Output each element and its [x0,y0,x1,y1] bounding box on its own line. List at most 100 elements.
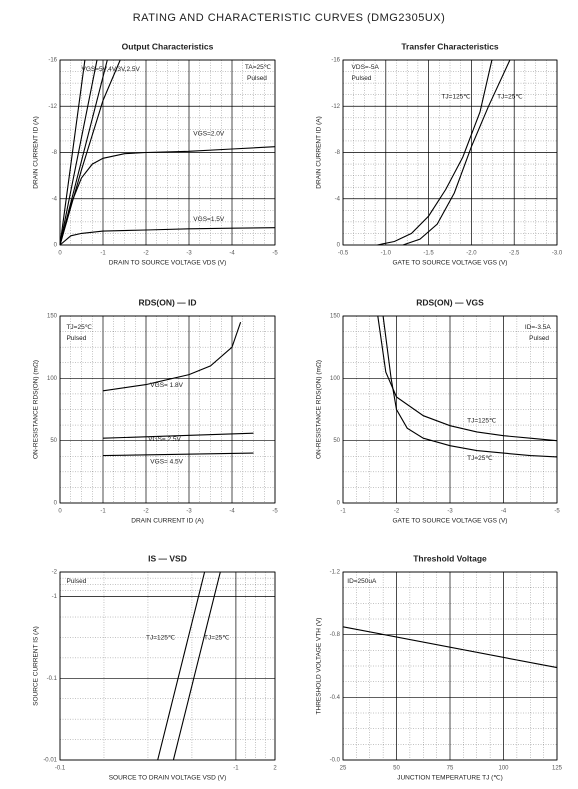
curve [59,227,276,246]
x-tick-label: -1.0 [381,251,392,257]
x-axis-label: DRAIN CURRENT ID (A) [131,518,203,525]
x-tick-label: -1 [233,766,239,772]
page-title: RATING AND CHARACTERISTIC CURVES (DMG230… [133,12,446,24]
x-tick-label: -5 [554,509,560,515]
x-tick-label: -2.0 [466,251,477,257]
x-axis-label: SOURCE TO DRAIN VOLTAGE VSD (V) [109,775,227,782]
x-tick-label: -5 [272,509,278,515]
annotation: Pulsed [529,335,549,342]
plot-frame [342,59,558,246]
x-tick-label: -0.1 [55,766,66,772]
chart-title: RDS(ON) — VGS [416,297,484,307]
y-tick-label: -1.2 [330,570,341,576]
curve [59,146,276,246]
y-tick-label: 0 [337,501,341,507]
x-tick-label: -1.5 [423,251,434,257]
x-tick-label: -2 [394,509,400,515]
y-tick-label: -2 [52,570,58,576]
chart-title: IS — VSD [148,553,187,563]
y-axis-label: DRAIN CURRENT ID (A) [316,116,323,188]
x-tick-label: 125 [552,766,563,772]
y-tick-label: -8 [335,150,341,156]
annotation: Pulsed [66,335,86,342]
y-tick-label: -0.1 [47,676,58,682]
x-tick-label: -3 [447,509,453,515]
annotation: VGS= 2.5V [148,436,181,443]
y-tick-label: 150 [330,314,341,320]
y-tick-label: 0 [337,243,341,249]
x-tick-label: 0 [58,251,62,257]
y-tick-label: -0.0 [330,758,341,764]
plot-frame [59,315,276,504]
plot-frame [59,571,276,761]
curve [59,59,86,246]
y-tick-label: 0 [54,501,58,507]
annotation: VDS=-5A [352,64,380,71]
annotation: Pulsed [66,578,86,585]
y-tick-label: -8 [52,150,58,156]
y-tick-label: -12 [48,104,57,110]
x-axis-label: JUNCTION TEMPERATURE TJ (℃) [397,775,503,782]
chart-title: Output Characteristics [122,41,214,51]
x-tick-label: 100 [498,766,509,772]
x-tick-label: -3.0 [552,251,563,257]
curve [342,626,558,669]
annotation: TJ=25℃ [467,455,493,462]
annotation: ID=250uA [347,578,377,585]
plot-frame [342,571,558,761]
y-axis-label: DRAIN CURRENT ID (A) [33,116,40,188]
x-tick-label: -3 [186,509,192,515]
y-axis-label: SOURCE CURRENT IS (A) [33,626,40,706]
x-tick-label: -2.5 [509,251,520,257]
annotation: TJ=125℃ [146,635,176,642]
curve [102,322,242,392]
annotation: TJ=25℃ [204,635,230,642]
curve [172,571,221,761]
y-tick-label: 0 [54,243,58,249]
y-tick-label: 50 [50,438,57,444]
curve [157,571,206,761]
y-tick-label: -0.8 [330,632,341,638]
x-tick-label: -1 [100,251,106,257]
x-axis-label: GATE TO SOURCE VOLTAGE VGS (V) [393,260,508,267]
y-tick-label: -1 [52,594,58,600]
chart-title: RDS(ON) — ID [138,297,196,307]
annotation: VGS=2.0V [193,131,225,138]
annotation: VGS=5V,4V,3V,2.5V [82,66,141,73]
curve [402,59,511,246]
annotation: TJ=125℃ [441,94,471,101]
x-tick-label: 50 [393,766,400,772]
annotation: VGS=1.5V [193,216,225,223]
annotation: Pulsed [247,75,267,82]
x-tick-label: -4 [501,509,507,515]
x-tick-label: -0.5 [338,251,349,257]
curve [377,59,493,246]
x-tick-label: 25 [340,766,347,772]
x-tick-label: -3 [186,251,192,257]
y-tick-label: -4 [335,196,341,202]
chart-title: Threshold Voltage [413,553,487,563]
plot-frame [59,59,276,246]
annotation: TJ=25℃ [497,94,523,101]
x-tick-label: -2 [143,509,149,515]
curve [102,452,254,457]
x-tick-label: -4 [229,251,235,257]
curve [59,59,98,246]
y-tick-label: 50 [333,438,340,444]
x-tick-label: 0 [58,509,62,515]
annotation: TJ=125℃ [467,417,497,424]
annotation: VGS= 1.8V [150,382,183,389]
annotation: Pulsed [352,75,372,82]
curve [377,315,558,442]
curve [59,59,121,246]
x-axis-label: GATE TO SOURCE VOLTAGE VGS (V) [393,518,508,525]
annotation: TA=25℃ [245,64,272,71]
y-tick-label: -0.4 [330,695,341,701]
y-tick-label: 100 [330,376,341,382]
x-axis-label: DRAIN TO SOURCE VOLTAGE VDS (V) [109,260,227,267]
y-axis-label: ON-RESISTANCE RDS(ON) (mΩ) [316,360,323,459]
chart-title: Transfer Characteristics [401,41,499,51]
y-tick-label: 150 [47,314,58,320]
